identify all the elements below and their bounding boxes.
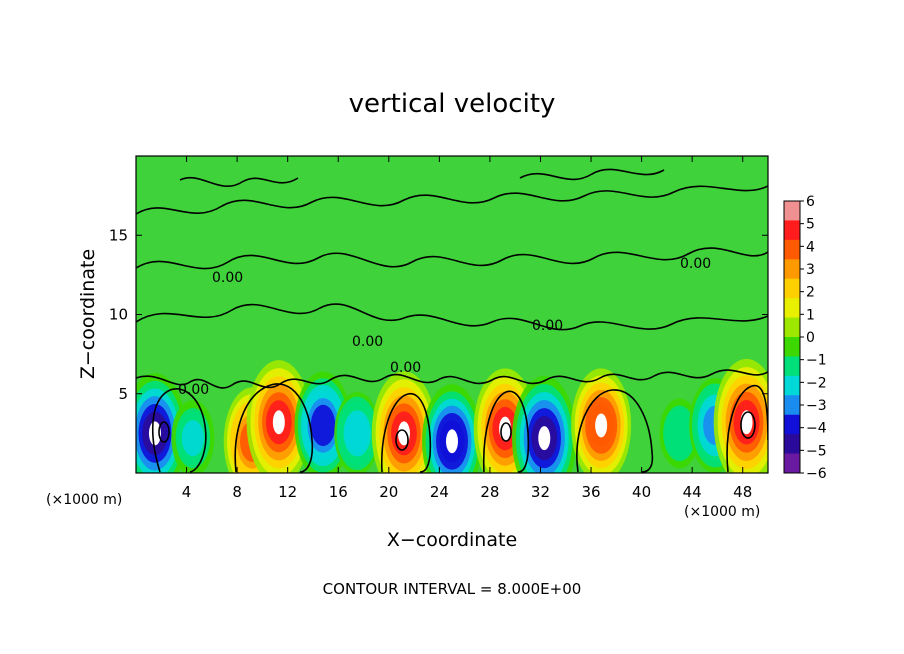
colorbar-swatch <box>784 414 800 435</box>
velocity-cell-core <box>446 429 458 454</box>
colorbar-swatch <box>784 278 800 299</box>
velocity-cell <box>668 415 691 451</box>
colorbar-swatch <box>784 395 800 416</box>
contour-line <box>151 388 207 473</box>
contour-label: 0.00 <box>212 270 243 286</box>
velocity-cell <box>310 404 336 447</box>
x-units-label-right: (×1000 m) <box>684 504 760 520</box>
contour-line <box>381 393 432 473</box>
colorbar-swatch <box>784 337 800 357</box>
contour-interval-note: CONTOUR INTERVAL = 8.000E+00 <box>323 580 582 598</box>
y-axis-ticks: 5 10 15 <box>109 226 768 403</box>
contour-line <box>136 303 768 331</box>
colorbar-tick-label: −5 <box>806 443 827 459</box>
colorbar-tick-label: −3 <box>806 398 827 414</box>
colorbar-tick-label: −1 <box>806 353 827 369</box>
colorbar: 6 5 4 3 2 1 0 −1 −2 −3 −4 −5 −6 <box>783 194 827 482</box>
x-axis-label: X−coordinate <box>387 529 517 551</box>
zero-contours <box>136 168 768 473</box>
y-tick-label: 5 <box>118 385 128 403</box>
contour-line <box>158 421 170 443</box>
contour-line <box>136 185 768 215</box>
contour-line <box>136 247 768 270</box>
velocity-cell <box>181 420 204 457</box>
x-tick-label: 40 <box>632 483 651 501</box>
contour-line <box>234 383 314 473</box>
colorbar-swatch <box>784 298 800 319</box>
contour-label: 0.00 <box>680 256 711 272</box>
x-tick-label: 32 <box>531 483 550 501</box>
velocity-cell <box>345 414 369 452</box>
colorbar-tick-label: 5 <box>806 217 815 233</box>
contour-line <box>136 369 768 389</box>
contour-label: 0.00 <box>352 334 383 350</box>
velocity-cell-core <box>272 410 285 435</box>
plot-area: 0.00 0.00 0.00 0.00 0.00 0.00 <box>136 156 768 473</box>
contour-line <box>740 411 756 439</box>
x-tick-label: 4 <box>182 483 192 501</box>
colorbar-swatch <box>784 220 800 241</box>
x-tick-label: 24 <box>430 483 449 501</box>
colorbar-tick-label: −6 <box>806 466 827 482</box>
colorbar-tick-label: 2 <box>806 285 815 301</box>
colorbar-tick-label: 0 <box>806 330 815 346</box>
contour-line <box>519 168 665 181</box>
velocity-cells <box>136 358 768 473</box>
colorbar-tick-label: 1 <box>806 307 815 323</box>
colorbar-swatch <box>784 317 800 338</box>
colorbar-swatch <box>784 201 800 221</box>
velocity-cell-core <box>397 421 410 446</box>
contour-label: 0.00 <box>532 318 563 334</box>
colorbar-tick-label: 6 <box>806 194 815 210</box>
x-tick-label: 20 <box>379 483 398 501</box>
velocity-cell-core <box>538 426 551 451</box>
contour-label: 0.00 <box>178 382 209 398</box>
contour-line <box>395 429 409 451</box>
colorbar-swatch <box>784 375 800 396</box>
colorbar-swatch <box>784 259 800 280</box>
x-tick-label: 12 <box>278 483 297 501</box>
y-tick-label: 10 <box>109 306 128 324</box>
colorbar-tick-label: 4 <box>806 239 815 255</box>
colorbar-swatch <box>784 356 800 377</box>
contour-label: 0.00 <box>390 360 421 376</box>
colorbar-tick-label: 3 <box>806 262 815 278</box>
contour-line <box>726 385 768 473</box>
colorbar-swatch <box>784 453 800 474</box>
chart-title: vertical velocity <box>349 89 556 119</box>
x-units-label-left: (×1000 m) <box>46 492 122 508</box>
colorbar-tick-label: −4 <box>806 421 827 437</box>
x-tick-label: 48 <box>733 483 752 501</box>
y-tick-label: 15 <box>109 226 128 244</box>
x-tick-label: 28 <box>480 483 499 501</box>
colorbar-swatch <box>784 434 800 455</box>
velocity-cell-core <box>595 413 608 438</box>
contour-line <box>500 422 512 442</box>
x-tick-label: 36 <box>581 483 600 501</box>
contour-line <box>576 389 654 473</box>
x-axis-ticks: 4 8 12 16 20 24 28 32 36 40 44 48 <box>182 156 752 501</box>
contour-labels: 0.00 0.00 0.00 0.00 0.00 0.00 <box>178 256 711 398</box>
x-tick-label: 44 <box>683 483 702 501</box>
x-tick-label: 8 <box>232 483 242 501</box>
contour-line <box>482 390 530 473</box>
x-tick-label: 16 <box>329 483 348 501</box>
velocity-cell-core <box>499 416 512 441</box>
colorbar-swatch <box>784 239 800 260</box>
y-axis-label: Z−coordinate <box>77 249 99 379</box>
contour-line <box>179 176 299 188</box>
colorbar-tick-label: −2 <box>806 375 827 391</box>
